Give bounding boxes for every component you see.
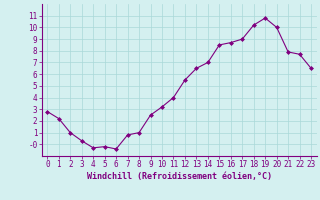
X-axis label: Windchill (Refroidissement éolien,°C): Windchill (Refroidissement éolien,°C)	[87, 172, 272, 181]
